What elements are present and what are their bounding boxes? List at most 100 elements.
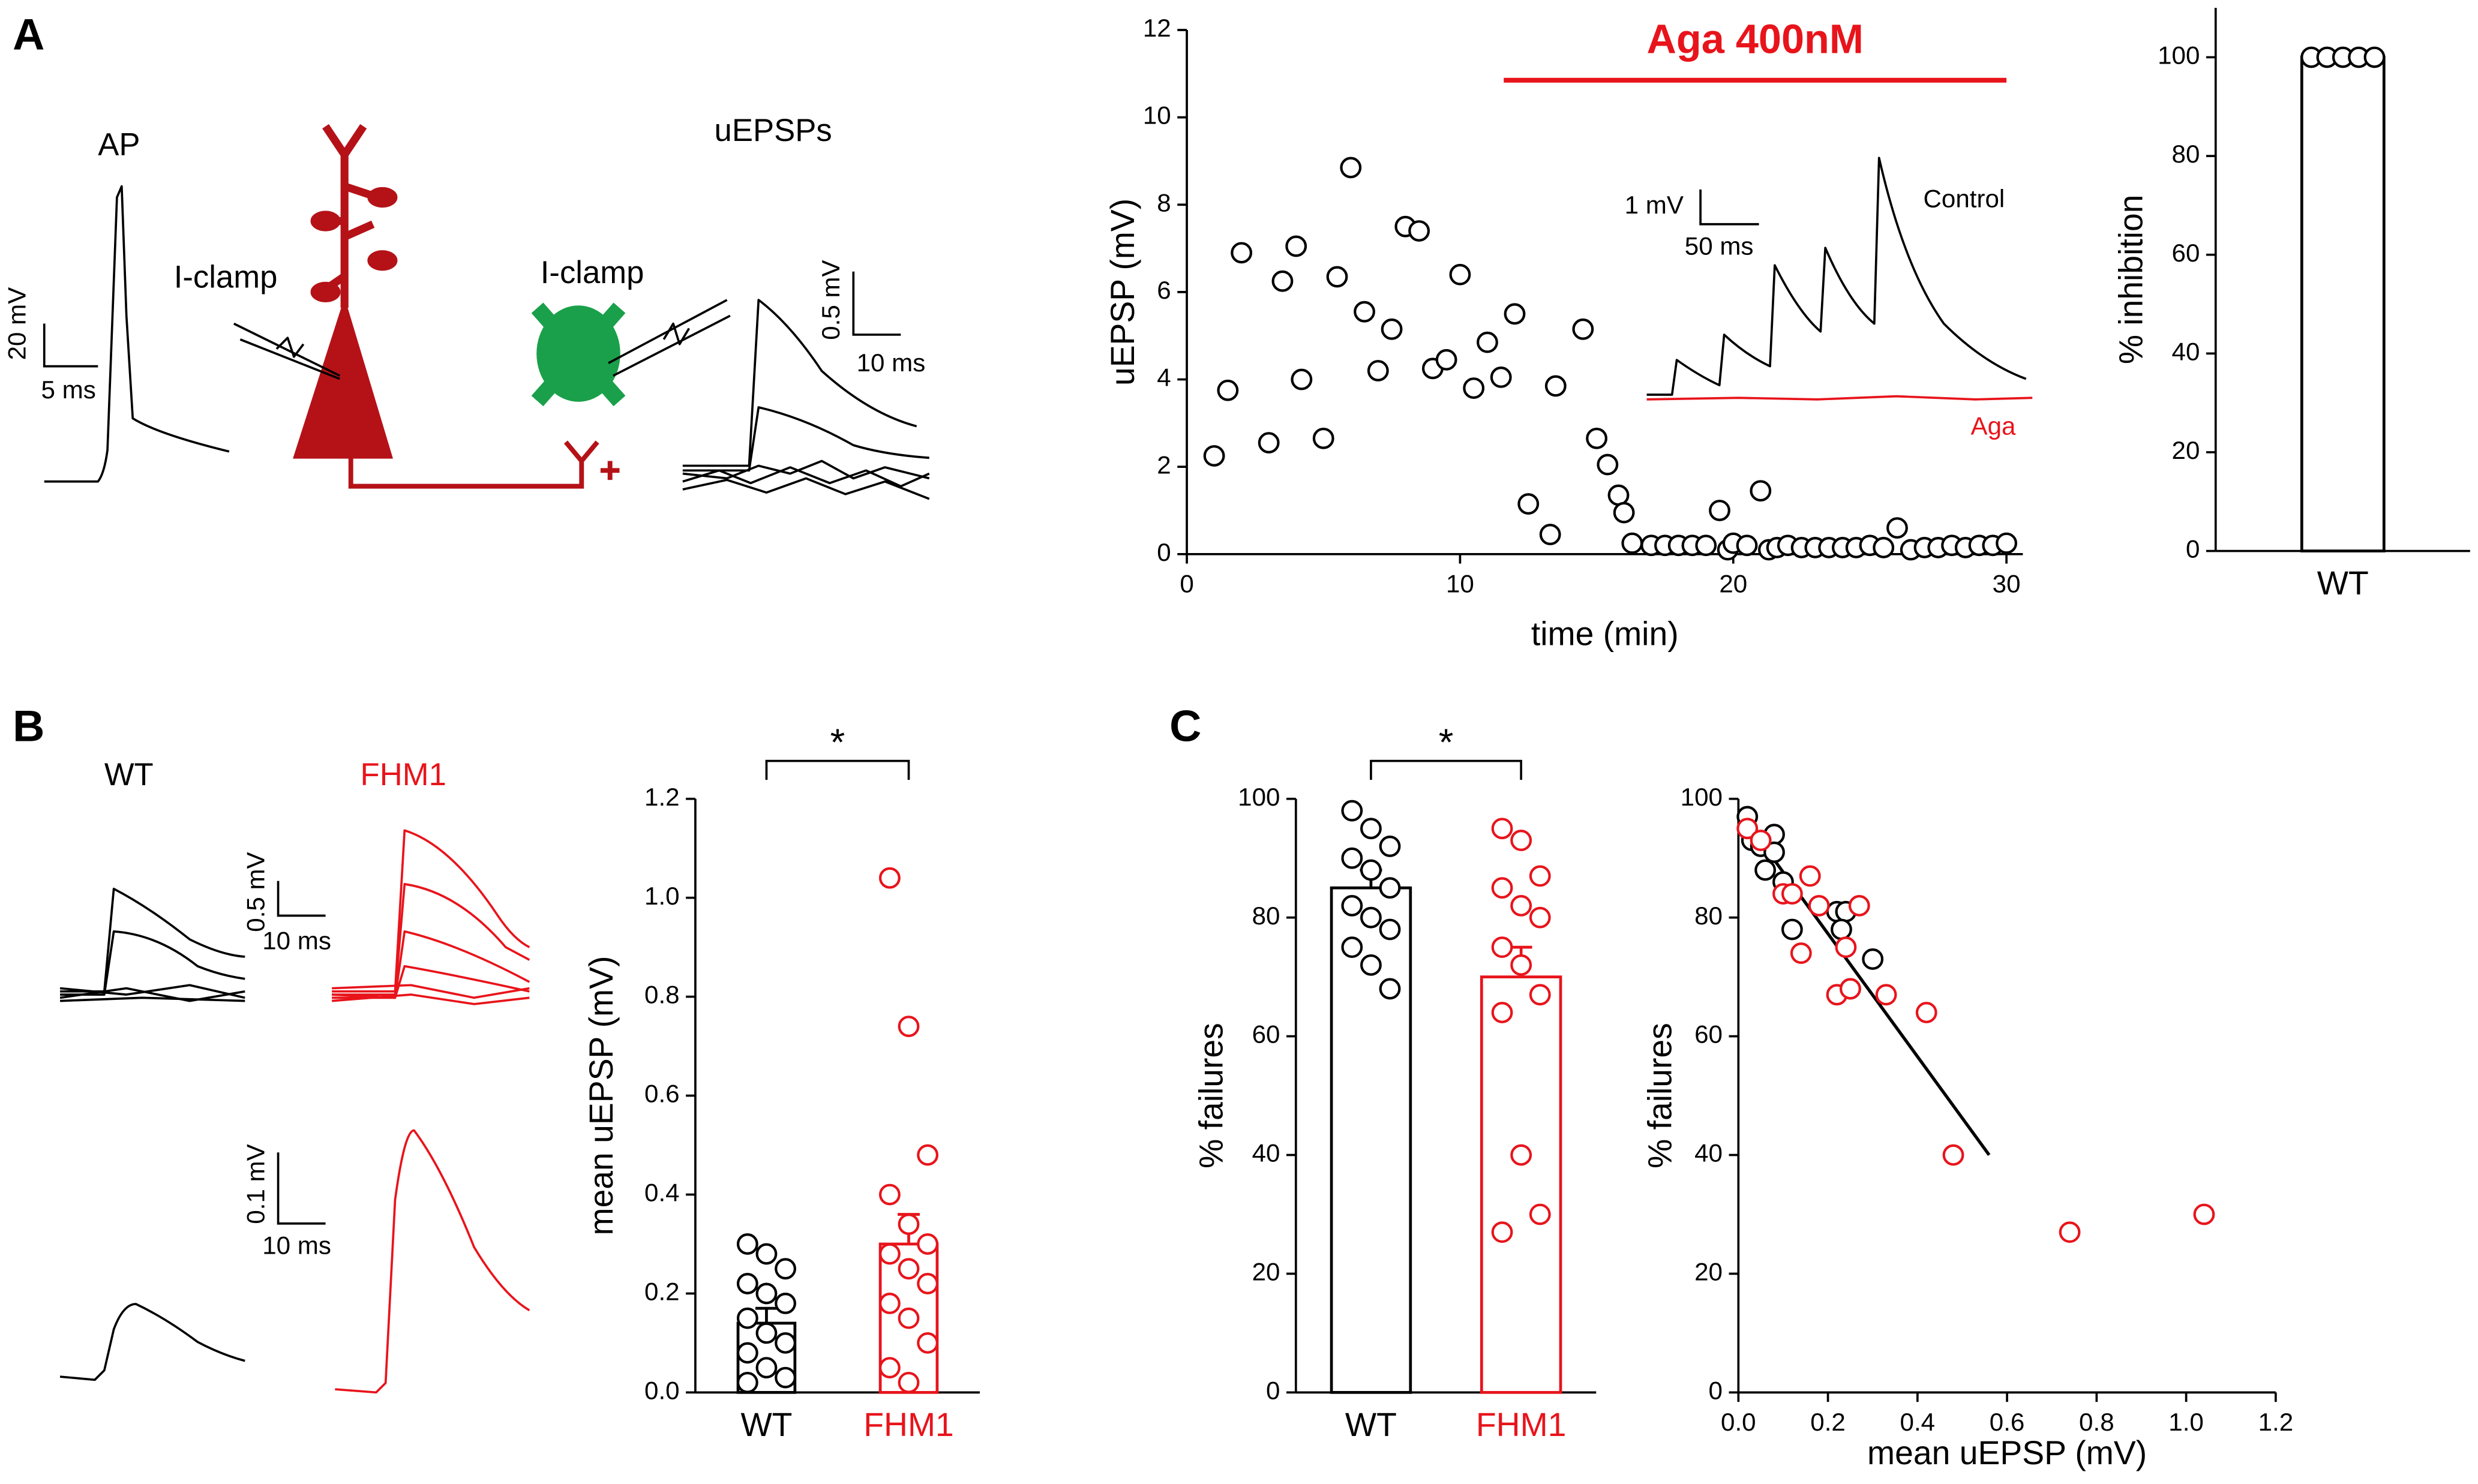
x-tick-label: 1.0 xyxy=(2168,1408,2204,1436)
point xyxy=(1544,375,1567,397)
y-tick-label: 0.0 xyxy=(644,1376,680,1404)
point xyxy=(1360,906,1382,929)
scale-bar xyxy=(277,1152,326,1225)
x-axis-label: time (min) xyxy=(1531,615,1679,652)
schematic: AP 20 mV 5 ms I-clamp I-clamp uEPSPs xyxy=(3,113,930,500)
point xyxy=(1341,800,1363,822)
point xyxy=(1491,936,1513,959)
point xyxy=(1754,859,1777,881)
point xyxy=(1379,836,1401,857)
point xyxy=(1291,368,1313,390)
y-tick-label: 20 xyxy=(1694,1258,1723,1286)
scale-bar xyxy=(852,271,901,336)
point xyxy=(1435,349,1457,371)
y-tick-label: 80 xyxy=(1252,902,1280,930)
x-tick-label: 0.8 xyxy=(2079,1408,2114,1436)
x-tick-label: 0.4 xyxy=(1900,1408,1936,1436)
post-neuron xyxy=(531,302,626,407)
point xyxy=(1875,984,1897,1006)
scale-label: 20 mV xyxy=(3,287,31,361)
label: I-clamp xyxy=(174,260,278,295)
point xyxy=(1517,493,1540,515)
y-tick-label: 1.0 xyxy=(644,882,680,910)
y-tick-label: 60 xyxy=(1694,1020,1723,1049)
point xyxy=(917,1144,939,1166)
point xyxy=(1379,877,1401,899)
y-axis-label: % failures xyxy=(1641,1023,1678,1168)
panel-label: A xyxy=(13,10,44,59)
y-tick-label: 80 xyxy=(2172,140,2200,168)
scale-label: 10 ms xyxy=(262,1231,331,1259)
point xyxy=(1736,534,1758,557)
y-tick-label: 0 xyxy=(2186,535,2200,563)
point xyxy=(1490,366,1512,388)
point xyxy=(1539,524,1561,545)
x-tick-label: 0 xyxy=(1180,570,1193,598)
point xyxy=(1285,235,1307,257)
point xyxy=(1763,841,1785,863)
y-axis-label: mean uEPSP (mV) xyxy=(583,956,620,1236)
point xyxy=(878,1243,901,1265)
point xyxy=(736,1342,758,1364)
point xyxy=(878,1357,901,1379)
point xyxy=(878,1183,901,1206)
y-tick-label: 40 xyxy=(2172,337,2200,365)
pipette xyxy=(608,299,731,377)
point xyxy=(1529,1203,1551,1225)
y-tick-label: 12 xyxy=(1143,14,1171,42)
category-label: FHM1 xyxy=(1476,1406,1567,1443)
point xyxy=(1341,936,1363,959)
point xyxy=(775,1293,796,1314)
point xyxy=(898,1371,920,1393)
point xyxy=(1231,242,1253,264)
scale-label: 0.5 mV xyxy=(817,260,845,340)
point xyxy=(1203,445,1225,467)
uepsp-traces xyxy=(682,299,930,500)
y-tick-label: 40 xyxy=(1252,1139,1280,1167)
point xyxy=(1781,918,1803,941)
point xyxy=(775,1332,796,1354)
y-tick-label: 0.8 xyxy=(644,981,680,1009)
error-bar xyxy=(755,1306,778,1323)
label: WT xyxy=(104,757,154,792)
y-tick-label: 0.2 xyxy=(644,1278,680,1306)
x-axis-label: mean uEPSP (mV) xyxy=(1867,1434,2147,1471)
b-traces: WT FHM1 0.5 mV 10 ms 0.1 mV 10 ms xyxy=(59,757,530,1394)
point xyxy=(755,1357,778,1379)
trace-label: Control xyxy=(1923,184,2005,212)
point xyxy=(898,1307,920,1329)
point xyxy=(1848,894,1870,917)
y-tick-label: 4 xyxy=(1157,364,1171,392)
point xyxy=(1873,536,1895,558)
x-tick-label: 1.2 xyxy=(2258,1408,2294,1436)
category-label: WT xyxy=(2317,564,2369,602)
significance-bracket xyxy=(765,759,910,780)
point xyxy=(917,1332,939,1354)
y-tick-label: 0 xyxy=(1157,538,1171,566)
label: FHM1 xyxy=(361,757,446,792)
y-tick-label: 0.6 xyxy=(644,1080,680,1108)
panel-label: C xyxy=(1169,701,1201,750)
point xyxy=(878,1293,901,1314)
label: uEPSPs xyxy=(715,113,832,148)
point xyxy=(1886,517,1908,539)
point xyxy=(1449,263,1471,286)
point xyxy=(1510,954,1532,976)
point xyxy=(1258,432,1280,454)
point xyxy=(1839,978,1861,1000)
y-tick-label: 0.4 xyxy=(644,1179,680,1207)
point xyxy=(1572,318,1594,340)
point xyxy=(1750,830,1772,851)
y-tick-label: 20 xyxy=(2172,436,2200,464)
y-tick-label: 60 xyxy=(1252,1020,1280,1049)
point xyxy=(1379,978,1401,1000)
point xyxy=(736,1273,758,1294)
y-tick-label: 0 xyxy=(1709,1376,1723,1404)
point xyxy=(917,1233,939,1255)
category-label: WT xyxy=(1345,1406,1397,1443)
point xyxy=(736,1233,758,1255)
point xyxy=(755,1282,778,1305)
point xyxy=(1379,918,1401,941)
trace-label: Aga xyxy=(1971,411,2017,440)
y-tick-label: 80 xyxy=(1694,902,1723,930)
